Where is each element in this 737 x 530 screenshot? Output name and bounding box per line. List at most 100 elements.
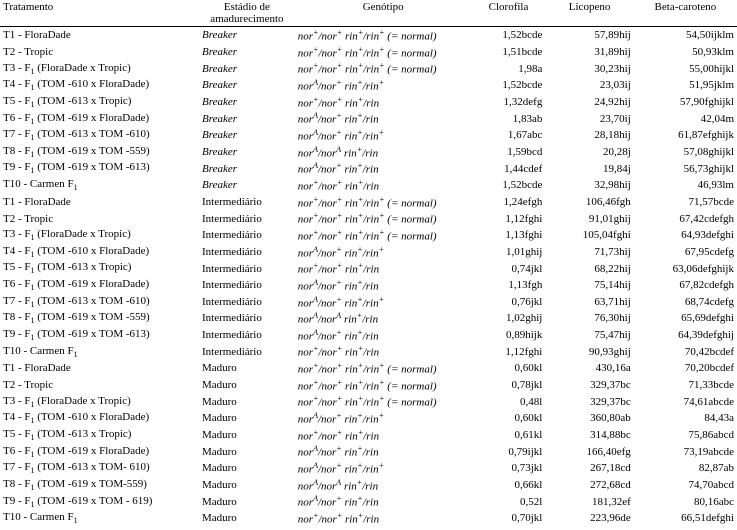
cell-licopeno: 166,40efg — [545, 443, 633, 460]
cell-genotipo: nor+/nor+ rin+/rin+ (= normal) — [295, 60, 472, 77]
cell-betacaroteno: 64,39defghij — [634, 327, 737, 344]
col-estadio-l1: Estádio de — [202, 1, 292, 13]
cell-licopeno: 106,46fgh — [545, 194, 633, 211]
table-row: T5 - F1 (TOM -613 x Tropic)Breakernor+/n… — [0, 94, 737, 111]
cell-clorofila: 0,70jkl — [472, 510, 546, 527]
cell-tratamento: T9 - F1 (TOM -619 x TOM - 619) — [0, 493, 199, 510]
cell-estadio: Intermediário — [199, 244, 295, 261]
cell-licopeno: 76,30hij — [545, 310, 633, 327]
table-row: T2 - TropicMaduronor+/nor+ rin+/rin+ (= … — [0, 377, 737, 394]
cell-tratamento: T4 - F1 (TOM -610 x FloraDade) — [0, 410, 199, 427]
cell-betacaroteno: 55,00hijkl — [634, 60, 737, 77]
table-row: T6 - F1 (TOM -619 x FloraDade)Breakernor… — [0, 110, 737, 127]
cell-tratamento: T2 - Tropic — [0, 210, 199, 227]
cell-betacaroteno: 56,73ghijkl — [634, 160, 737, 177]
cell-genotipo: norA/nor+ rin+/rin — [295, 443, 472, 460]
cell-estadio: Breaker — [199, 127, 295, 144]
cell-clorofila: 1,83ab — [472, 110, 546, 127]
cell-tratamento: T2 - Tropic — [0, 377, 199, 394]
cell-tratamento: T3 - F1 (FloraDade x Tropic) — [0, 60, 199, 77]
cell-clorofila: 0,60kl — [472, 360, 546, 377]
cell-estadio: Breaker — [199, 144, 295, 161]
cell-betacaroteno: 74,61abcde — [634, 393, 737, 410]
cell-genotipo: nor+/nor+ rin+/rin — [295, 510, 472, 527]
cell-tratamento: T10 - Carmen F1 — [0, 343, 199, 360]
cell-tratamento: T5 - F1 (TOM -613 x Tropic) — [0, 94, 199, 111]
table-row: T3 - F1 (FloraDade x Tropic)Breakernor+/… — [0, 60, 737, 77]
table-row: T8 - F1 (TOM -619 x TOM -559)Intermediár… — [0, 310, 737, 327]
cell-licopeno: 71,73hij — [545, 244, 633, 261]
col-estadio: Estádio de amadurecimento — [199, 0, 295, 27]
cell-betacaroteno: 82,87ab — [634, 460, 737, 477]
cell-genotipo: nor+/nor+ rin+/rin — [295, 427, 472, 444]
cell-genotipo: norA/nor+ rin+/rin+ — [295, 127, 472, 144]
cell-genotipo: norA/nor+ rin+/rin — [295, 493, 472, 510]
cell-licopeno: 75,14hij — [545, 277, 633, 294]
cell-estadio: Breaker — [199, 44, 295, 61]
cell-betacaroteno: 80,16abc — [634, 493, 737, 510]
cell-genotipo: norA/nor+ rin+/rin+ — [295, 410, 472, 427]
table-row: T4 - F1 (TOM -610 x FloraDade)Intermediá… — [0, 244, 737, 261]
cell-estadio: Breaker — [199, 27, 295, 44]
cell-estadio: Breaker — [199, 94, 295, 111]
cell-betacaroteno: 51,95jklm — [634, 77, 737, 94]
cell-clorofila: 0,48l — [472, 393, 546, 410]
cell-estadio: Maduro — [199, 493, 295, 510]
col-clorofila: Clorofila — [472, 0, 546, 27]
table-row: T3 - F1 (FloraDade x Tropic)Maduronor+/n… — [0, 393, 737, 410]
cell-genotipo: nor+/nor+ rin+/rin+ (= normal) — [295, 27, 472, 44]
cell-betacaroteno: 42,04m — [634, 110, 737, 127]
cell-licopeno: 430,16a — [545, 360, 633, 377]
col-licopeno: Licopeno — [545, 0, 633, 27]
cell-estadio: Intermediário — [199, 294, 295, 311]
cell-clorofila: 1,52bcde — [472, 27, 546, 44]
cell-clorofila: 1,24efgh — [472, 194, 546, 211]
cell-clorofila: 0,74jkl — [472, 260, 546, 277]
cell-tratamento: T4 - F1 (TOM -610 x FloraDade) — [0, 244, 199, 261]
cell-tratamento: T5 - F1 (TOM -613 x Tropic) — [0, 260, 199, 277]
cell-licopeno: 314,88bc — [545, 427, 633, 444]
cell-genotipo: nor+/nor+ rin+/rin — [295, 177, 472, 194]
cell-clorofila: 1,13fgh — [472, 277, 546, 294]
table-row: T3 - F1 (FloraDade x Tropic)Intermediári… — [0, 227, 737, 244]
cell-genotipo: norA/nor+ rin+/rin — [295, 277, 472, 294]
table-row: T7 - F1 (TOM -613 x TOM- 610)MaduronorA/… — [0, 460, 737, 477]
cell-genotipo: norA/nor+ rin+/rin+ — [295, 294, 472, 311]
cell-betacaroteno: 70,20bcdef — [634, 360, 737, 377]
table-row: T7 - F1 (TOM -613 x TOM -610)Intermediár… — [0, 294, 737, 311]
cell-genotipo: nor+/nor+ rin+/rin+ (= normal) — [295, 227, 472, 244]
cell-licopeno: 329,37bc — [545, 377, 633, 394]
table-row: T6 - F1 (TOM -619 x FloraDade)MaduronorA… — [0, 443, 737, 460]
table-row: T1 - FloraDadeMaduronor+/nor+ rin+/rin+ … — [0, 360, 737, 377]
cell-estadio: Breaker — [199, 110, 295, 127]
table-row: T1 - FloraDadeBreakernor+/nor+ rin+/rin+… — [0, 27, 737, 44]
table-row: T9 - F1 (TOM -619 x TOM -613)BreakernorA… — [0, 160, 737, 177]
cell-betacaroteno: 66,51defghi — [634, 510, 737, 527]
cell-genotipo: norA/nor+ rin+/rin+ — [295, 460, 472, 477]
cell-betacaroteno: 68,74cdefg — [634, 294, 737, 311]
cell-clorofila: 1,01ghij — [472, 244, 546, 261]
cell-clorofila: 0,76jkl — [472, 294, 546, 311]
cell-tratamento: T10 - Carmen F1 — [0, 177, 199, 194]
cell-betacaroteno: 70,42bcdef — [634, 343, 737, 360]
cell-tratamento: T1 - FloraDade — [0, 360, 199, 377]
cell-licopeno: 75,47hij — [545, 327, 633, 344]
cell-betacaroteno: 65,69defghi — [634, 310, 737, 327]
cell-genotipo: nor+/nor+ rin+/rin+ (= normal) — [295, 44, 472, 61]
cell-tratamento: T2 - Tropic — [0, 44, 199, 61]
cell-betacaroteno: 75,86abcd — [634, 427, 737, 444]
table-row: T5 - F1 (TOM -613 x Tropic)Maduronor+/no… — [0, 427, 737, 444]
cell-genotipo: norA/norA rin+/rin — [295, 310, 472, 327]
table-row: T8 - F1 (TOM -619 x TOM-559)MaduronorA/n… — [0, 477, 737, 494]
cell-genotipo: nor+/nor+ rin+/rin+ (= normal) — [295, 393, 472, 410]
cell-licopeno: 329,37bc — [545, 393, 633, 410]
cell-clorofila: 1,67abc — [472, 127, 546, 144]
cell-clorofila: 1,44cdef — [472, 160, 546, 177]
cell-betacaroteno: 67,82cdefgh — [634, 277, 737, 294]
table-row: T7 - F1 (TOM -613 x TOM -610)BreakernorA… — [0, 127, 737, 144]
table-row: T10 - Carmen F1Intermediárionor+/nor+ ri… — [0, 343, 737, 360]
cell-clorofila: 1,12fghi — [472, 343, 546, 360]
cell-licopeno: 20,28j — [545, 144, 633, 161]
cell-tratamento: T8 - F1 (TOM -619 x TOM -559) — [0, 144, 199, 161]
cell-clorofila: 0,60kl — [472, 410, 546, 427]
